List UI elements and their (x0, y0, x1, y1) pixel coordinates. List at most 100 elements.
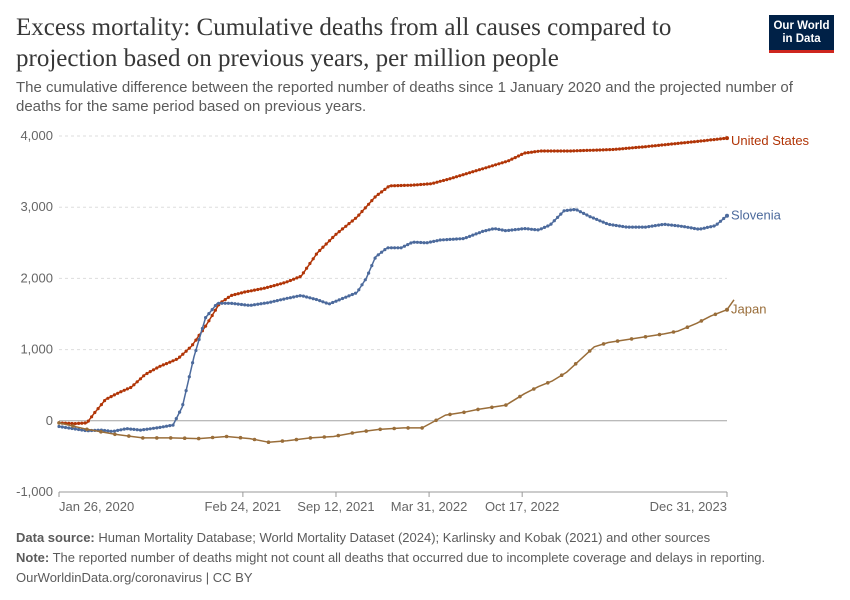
data-point[interactable] (311, 257, 315, 261)
data-point[interactable] (715, 137, 719, 141)
data-point[interactable] (601, 148, 605, 152)
data-point[interactable] (565, 149, 569, 153)
data-point[interactable] (138, 377, 143, 381)
data-point[interactable] (591, 148, 596, 152)
data-point[interactable] (288, 278, 292, 283)
data-point[interactable] (353, 291, 358, 295)
data-point[interactable] (546, 224, 550, 228)
data-point[interactable] (640, 145, 644, 149)
data-point[interactable] (243, 290, 247, 294)
data-point[interactable] (269, 284, 273, 289)
data-point[interactable] (298, 275, 302, 279)
data-point[interactable] (83, 421, 87, 425)
data-point[interactable] (174, 357, 178, 361)
data-point[interactable] (533, 150, 537, 154)
data-point[interactable] (197, 337, 201, 342)
data-point[interactable] (164, 424, 169, 428)
series-line[interactable] (58, 208, 728, 433)
data-point[interactable] (168, 424, 172, 428)
data-point[interactable] (386, 185, 390, 189)
data-point[interactable] (487, 165, 491, 169)
data-point[interactable] (93, 410, 97, 415)
data-point[interactable] (468, 171, 472, 175)
data-point[interactable] (63, 425, 68, 430)
data-point[interactable] (223, 301, 227, 305)
data-point[interactable] (529, 227, 534, 231)
data-point[interactable] (604, 221, 609, 226)
data-point[interactable] (624, 225, 628, 229)
data-point[interactable] (308, 436, 313, 440)
data-point[interactable] (116, 428, 120, 432)
data-point[interactable] (419, 240, 423, 245)
data-point[interactable] (634, 225, 638, 229)
data-point[interactable] (709, 138, 713, 142)
data-point[interactable] (402, 244, 406, 248)
data-point[interactable] (256, 302, 260, 306)
data-point[interactable] (357, 288, 361, 292)
data-point[interactable] (262, 301, 266, 305)
data-point[interactable] (275, 299, 279, 303)
data-point[interactable] (588, 148, 592, 152)
data-point[interactable] (621, 147, 625, 151)
data-point[interactable] (171, 359, 175, 363)
data-point[interactable] (448, 412, 452, 417)
data-point[interactable] (406, 426, 410, 430)
data-point[interactable] (608, 148, 612, 152)
data-point[interactable] (155, 366, 159, 370)
data-point[interactable] (85, 427, 89, 432)
data-point[interactable] (86, 419, 90, 423)
data-point[interactable] (112, 393, 116, 397)
data-point[interactable] (637, 145, 641, 149)
data-point[interactable] (402, 183, 406, 187)
data-point[interactable] (503, 229, 507, 233)
data-point[interactable] (546, 149, 550, 153)
data-point[interactable] (587, 349, 592, 353)
data-point[interactable] (503, 160, 507, 164)
data-point[interactable] (282, 281, 286, 285)
data-point[interactable] (435, 180, 439, 184)
data-point[interactable] (712, 224, 716, 228)
data-point[interactable] (696, 139, 700, 143)
data-point[interactable] (364, 429, 369, 433)
data-point[interactable] (295, 276, 299, 280)
data-point[interactable] (438, 238, 442, 242)
data-point[interactable] (350, 292, 354, 297)
data-point[interactable] (630, 146, 635, 150)
data-point[interactable] (337, 298, 341, 302)
data-point[interactable] (542, 225, 547, 229)
data-point[interactable] (178, 355, 182, 359)
data-point[interactable] (663, 143, 667, 147)
data-point[interactable] (67, 426, 71, 430)
data-point[interactable] (353, 216, 358, 220)
data-point[interactable] (702, 226, 706, 230)
data-point[interactable] (155, 426, 159, 430)
series-united-states[interactable] (57, 136, 729, 426)
data-point[interactable] (207, 312, 211, 316)
data-point[interactable] (497, 162, 501, 166)
data-point[interactable] (141, 436, 145, 440)
data-point[interactable] (562, 149, 566, 153)
data-point[interactable] (679, 224, 684, 228)
data-point[interactable] (308, 296, 312, 300)
data-point[interactable] (676, 224, 680, 228)
data-point[interactable] (624, 146, 628, 150)
data-point[interactable] (125, 387, 129, 391)
data-point[interactable] (647, 225, 651, 229)
data-point[interactable] (73, 422, 77, 426)
data-point[interactable] (598, 148, 602, 152)
data-point[interactable] (77, 421, 81, 425)
data-point[interactable] (663, 222, 667, 226)
data-point[interactable] (99, 430, 103, 434)
data-point[interactable] (420, 426, 424, 430)
data-point[interactable] (399, 183, 403, 188)
data-point[interactable] (629, 337, 634, 341)
data-point[interactable] (494, 227, 498, 231)
data-point[interactable] (518, 394, 522, 399)
data-point[interactable] (640, 225, 644, 229)
data-point[interactable] (406, 243, 410, 247)
data-point[interactable] (484, 166, 488, 170)
data-point[interactable] (542, 149, 547, 153)
data-point[interactable] (321, 300, 325, 304)
data-point[interactable] (204, 316, 208, 320)
data-point[interactable] (298, 294, 302, 298)
